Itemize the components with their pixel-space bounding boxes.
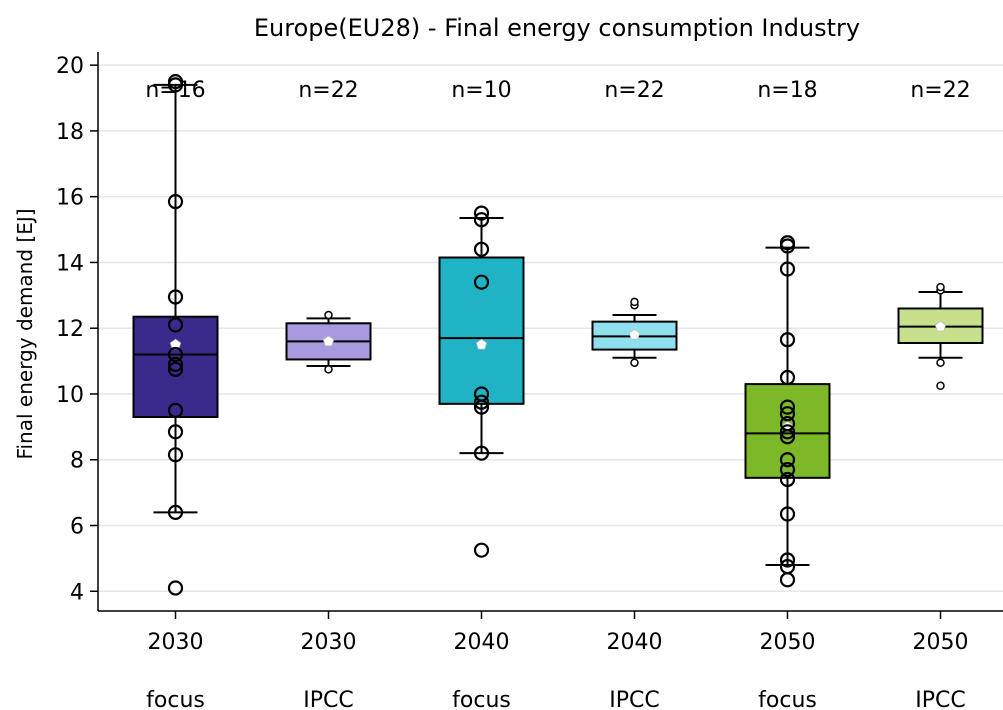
box-2-point-5: [473, 274, 490, 290]
box-2-point-8: [473, 205, 490, 221]
box-4-point-11: [779, 399, 796, 415]
x-tick-year-4: 2050: [760, 630, 816, 655]
n-label-3: n=22: [604, 78, 664, 103]
y-tick-label-1: 6: [70, 515, 84, 540]
y-tick-label-5: 14: [56, 251, 84, 276]
n-label-4: n=18: [757, 78, 817, 103]
box-4-point-8: [779, 424, 796, 440]
box-2-point-4: [473, 386, 490, 402]
y-axis-label: Final energy demand [EJ]: [13, 208, 37, 459]
chart-title: Europe(EU28) - Final energy consumption …: [254, 14, 860, 42]
box-5-mean-marker: [934, 320, 947, 332]
box-1-outlier-0: [324, 365, 333, 374]
box-1-mean-marker: [322, 335, 335, 347]
n-label-2: n=10: [451, 78, 511, 103]
box-4-point-2: [779, 552, 796, 568]
box-series: [132, 73, 984, 596]
box-5: [897, 282, 984, 391]
box-2-point-7: [473, 212, 490, 228]
box-0-point-10: [167, 194, 184, 210]
x-tick-year-5: 2050: [913, 630, 969, 655]
box-4-point-5: [779, 462, 796, 478]
box-4-point-13: [779, 332, 796, 348]
box-4-point-10: [779, 406, 796, 422]
box-3-outlier-0: [630, 358, 639, 367]
box-0-point-3: [167, 424, 184, 440]
box-0-point-5: [167, 361, 184, 377]
box-5-outlier-3: [936, 282, 945, 292]
box-2: [438, 205, 525, 558]
box-0-point-1: [167, 504, 184, 520]
x-tick-year-0: 2030: [148, 630, 204, 655]
box-3-mean-marker: [628, 328, 641, 340]
box-0-point-12: [167, 73, 184, 90]
x-tick-group-5: IPCC: [915, 688, 965, 710]
x-tick-year-3: 2040: [607, 630, 663, 655]
y-tick-label-6: 16: [56, 186, 84, 211]
box-2-mean-marker: [475, 338, 488, 350]
y-tick-label-3: 10: [56, 383, 84, 408]
y-tick-label-4: 12: [56, 317, 84, 342]
x-tick-year-1: 2030: [301, 630, 357, 655]
box-0-point-7: [167, 346, 184, 363]
box-4-point-0: [779, 572, 796, 588]
box-0-point-8: [167, 317, 184, 333]
box-4-point-14: [779, 261, 796, 277]
box-0-point-9: [167, 289, 184, 305]
box-4-point-3: [779, 506, 796, 522]
x-tick-group-2: focus: [452, 688, 511, 710]
box-0-point-6: [167, 356, 184, 372]
sample-size-labels: n=16 n=22 n=10 n=22 n=18 n=22: [145, 78, 970, 103]
y-tick-label-7: 18: [56, 120, 84, 145]
n-label-5: n=22: [910, 78, 970, 103]
box-5-outlier-1: [936, 358, 945, 367]
box-4-point-4: [779, 471, 796, 488]
box-4-point-1: [779, 559, 796, 575]
box-4-point-6: [779, 452, 796, 468]
box-2-point-3: [473, 394, 490, 410]
y-tick-label-0: 4: [70, 580, 84, 605]
box-0-point-0: [167, 580, 184, 596]
box-2-point-1: [473, 445, 490, 461]
box-1: [285, 310, 372, 374]
y-axis-ticks: 4 6 8 10 12 14 16 18 20: [56, 54, 98, 605]
x-tick-group-3: IPCC: [609, 688, 659, 710]
x-tick-year-2: 2040: [454, 630, 510, 655]
box-3-outlier-2: [630, 297, 639, 307]
x-tick-group-0: focus: [146, 688, 205, 710]
box-5-outlier-0: [936, 381, 945, 391]
n-label-1: n=22: [298, 78, 358, 103]
y-tick-label-2: 8: [70, 449, 84, 474]
box-0-point-4: [167, 402, 184, 419]
box-0-point-2: [167, 447, 184, 463]
x-tick-group-1: IPCC: [303, 688, 353, 710]
box-3: [591, 297, 678, 367]
box-0: [132, 73, 219, 596]
axes: [97, 52, 1003, 612]
box-4-point-9: [779, 415, 796, 432]
box-2-point-6: [473, 241, 490, 257]
box-2-iqr: [438, 256, 525, 405]
n-label-0: n=16: [145, 78, 205, 103]
box-4-point-12: [779, 369, 796, 386]
x-tick-group-4: focus: [758, 688, 817, 710]
y-tick-label-8: 20: [56, 54, 84, 79]
gridlines: [98, 64, 1003, 593]
box-4-point-16: [779, 235, 796, 251]
box-4: [744, 235, 831, 588]
x-axis-ticks: 2030 focus 2030 IPCC 2040 focus 2040 IPCC 2050 fo…: [146, 611, 969, 710]
box-1-outlier-1: [324, 310, 333, 320]
box-2-point-0: [473, 542, 490, 558]
box-0-iqr: [132, 315, 219, 418]
